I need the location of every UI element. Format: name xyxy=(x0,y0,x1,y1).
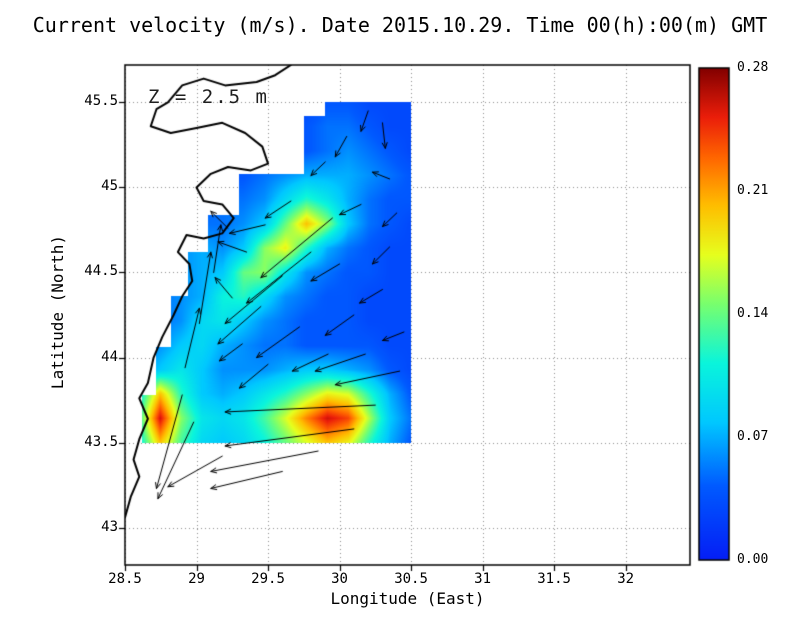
x-axis-label: Longitude (East) xyxy=(330,589,485,608)
x-tick-label: 29.5 xyxy=(251,571,285,587)
colorbar-tick-label: 0.07 xyxy=(737,429,769,444)
depth-annotation: Z = 2.5 m xyxy=(148,86,269,108)
y-tick-label: 43.5 xyxy=(84,433,118,450)
colorbar-tick-label: 0.00 xyxy=(737,552,769,567)
y-tick-label: 44.5 xyxy=(84,263,118,280)
plot-title: Current velocity (m/s). Date 2015.10.29.… xyxy=(32,13,768,37)
y-tick-label: 44 xyxy=(101,348,118,365)
x-tick-label: 30 xyxy=(331,571,348,587)
y-tick-label: 43 xyxy=(101,518,118,535)
x-tick-label: 31 xyxy=(474,571,492,587)
y-axis-label: Latitude (North) xyxy=(48,234,67,390)
x-tick-label: 28.5 xyxy=(108,571,142,587)
colorbar-tick-label: 0.21 xyxy=(737,183,769,198)
x-tick-label: 30.5 xyxy=(394,571,428,587)
x-tick-label: 29 xyxy=(188,571,205,587)
y-tick-label: 45.5 xyxy=(84,93,118,110)
y-tick-label: 45 xyxy=(101,178,118,195)
x-tick-label: 32 xyxy=(617,571,635,587)
colorbar-tick-label: 0.28 xyxy=(737,60,769,75)
x-tick-label: 31.5 xyxy=(537,571,571,587)
colorbar-tick-label: 0.14 xyxy=(737,306,769,321)
